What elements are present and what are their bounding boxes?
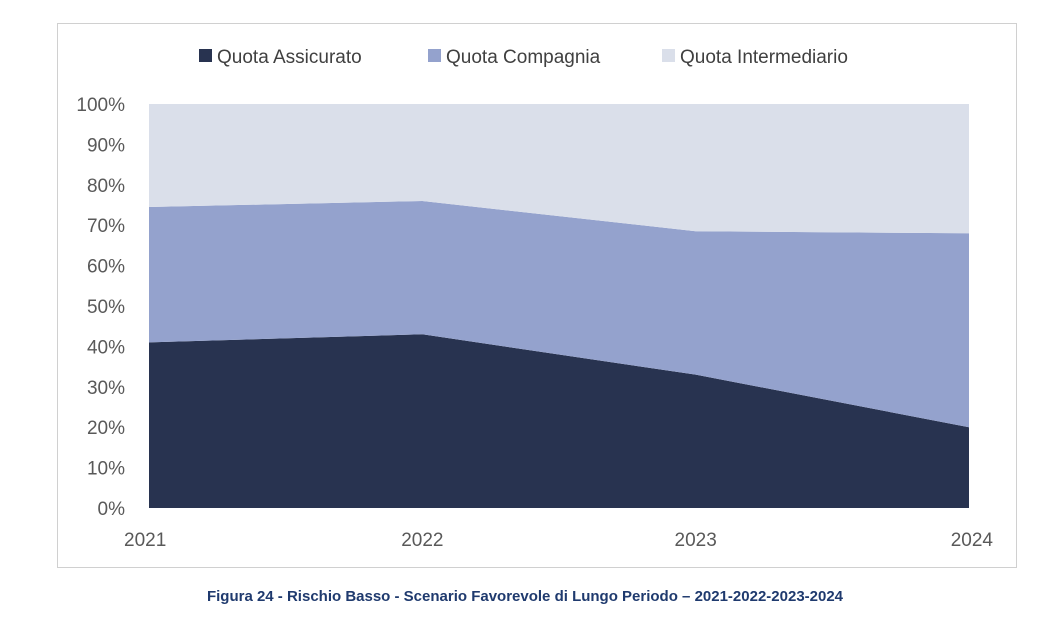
y-tick-label: 40%: [87, 337, 125, 358]
chart-frame: 0% 10% 20% 30% 40% 50% 60% 70% 80% 90% 100% 2021 20…: [57, 23, 1017, 568]
y-tick-label: 50%: [87, 297, 125, 318]
area-quota-assicurato: [149, 334, 969, 508]
legend-label-quota-intermediario: Quota Intermediario: [680, 47, 848, 68]
y-tick-label: 100%: [76, 95, 125, 116]
area-quota-compagnia: [149, 200, 969, 428]
chart-areas: [149, 104, 969, 508]
y-tick-label: 90%: [87, 135, 125, 156]
y-tick-label: 60%: [87, 257, 125, 278]
legend-label-quota-assicurato: Quota Assicurato: [217, 47, 362, 68]
legend: Quota Assicurato Quota Compagnia Quota Int…: [199, 47, 848, 68]
x-axis-ticks: 2021 2022 2023 2024: [124, 530, 993, 551]
legend-label-quota-compagnia: Quota Compagnia: [446, 47, 601, 68]
y-tick-label: 70%: [87, 216, 125, 237]
stacked-area-chart: 0%10%20%30%40%50%60%70%80%90%100% 2021 20…: [76, 47, 993, 551]
y-tick-label: 30%: [87, 378, 125, 399]
area-quota-intermediario: [149, 104, 969, 234]
y-tick-label: 10%: [87, 459, 125, 480]
x-tick-label: 2022: [401, 530, 443, 551]
y-tick-label: 20%: [87, 418, 125, 439]
x-tick-label: 2021: [124, 530, 166, 551]
x-tick-label: 2023: [675, 530, 717, 551]
legend-swatch-quota-compagnia: [428, 49, 441, 62]
legend-swatch-quota-intermediario: [662, 49, 675, 62]
y-axis-ticks: 0% 10% 20% 30% 40% 50% 60% 70% 80% 90% 100%: [76, 95, 125, 520]
legend-swatch-quota-assicurato: [199, 49, 212, 62]
figure-caption: Figura 24 - Rischio Basso - Scenario Fav…: [206, 588, 844, 605]
y-tick-label: 0%: [98, 499, 126, 520]
x-tick-label: 2024: [951, 530, 994, 551]
y-tick-label: 80%: [87, 176, 125, 197]
